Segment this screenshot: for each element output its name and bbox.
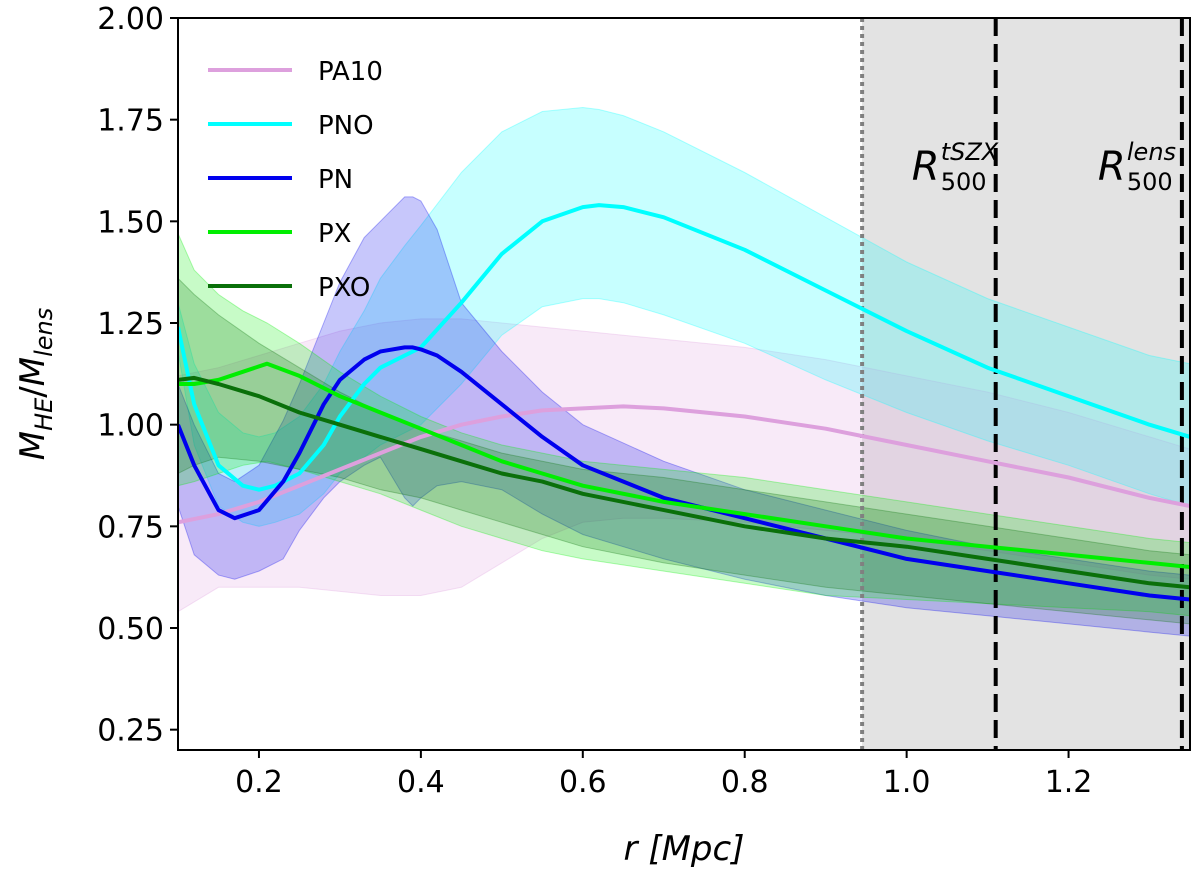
series-lines <box>178 203 1190 602</box>
y-tick-label: 1.25 <box>97 307 164 342</box>
y-axis-label: MHE/Mlens <box>13 308 58 461</box>
line-pa10 <box>178 404 1190 525</box>
legend-label-px: PX <box>318 219 352 249</box>
annotation-superscript: lens <box>1127 138 1176 166</box>
annotation-superscript: tSZX <box>941 138 999 166</box>
x-axis-ticks: 0.2 0.4 0.6 0.8 1.0 1.2 <box>235 750 1092 800</box>
legend-label-pno: PNO <box>318 111 374 141</box>
legend-label-pa10: PA10 <box>318 57 383 87</box>
line-pno <box>178 203 1190 492</box>
y-tick-label: 1.00 <box>97 409 164 444</box>
y-tick-label: 0.25 <box>97 714 164 749</box>
line-pn <box>178 345 1190 602</box>
x-tick-label: 0.2 <box>235 765 283 800</box>
y-tick-label: 1.75 <box>97 104 164 139</box>
y-tick-label: 0.50 <box>97 612 164 647</box>
y-axis-ticks: 0.25 0.50 0.75 1.00 1.25 1.50 1.75 2.00 <box>97 2 178 749</box>
plot-frame <box>177 17 1191 751</box>
annotation-main: R <box>912 144 940 190</box>
band-pn <box>178 196 1190 637</box>
vertical-lines <box>860 18 1184 750</box>
y-tick-label: 0.75 <box>97 510 164 545</box>
legend: PA10 PNO PN PX PXO <box>208 57 383 303</box>
x-tick-label: 1.2 <box>1045 765 1093 800</box>
shaded-region <box>862 18 1190 750</box>
x-axis-label: r [Mpc] <box>624 829 745 869</box>
x-tick-label: 0.4 <box>397 765 445 800</box>
confidence-bands <box>178 106 1190 637</box>
legend-label-pn: PN <box>318 165 353 195</box>
annotation-subscript: 500 <box>941 168 987 196</box>
x-tick-label: 0.6 <box>559 765 607 800</box>
x-tick-label: 0.8 <box>721 765 769 800</box>
annotation-main: R <box>1098 144 1126 190</box>
x-tick-label: 1.0 <box>883 765 931 800</box>
annotation-subscript: 500 <box>1127 168 1173 196</box>
y-tick-label: 2.00 <box>97 2 164 37</box>
band-px <box>178 233 1190 617</box>
legend-label-pxo: PXO <box>318 273 370 303</box>
line-pxo <box>178 375 1190 590</box>
y-tick-label: 1.50 <box>97 205 164 240</box>
line-px <box>178 361 1190 569</box>
shaded-region-layer <box>862 18 1190 750</box>
band-pno <box>178 106 1190 527</box>
